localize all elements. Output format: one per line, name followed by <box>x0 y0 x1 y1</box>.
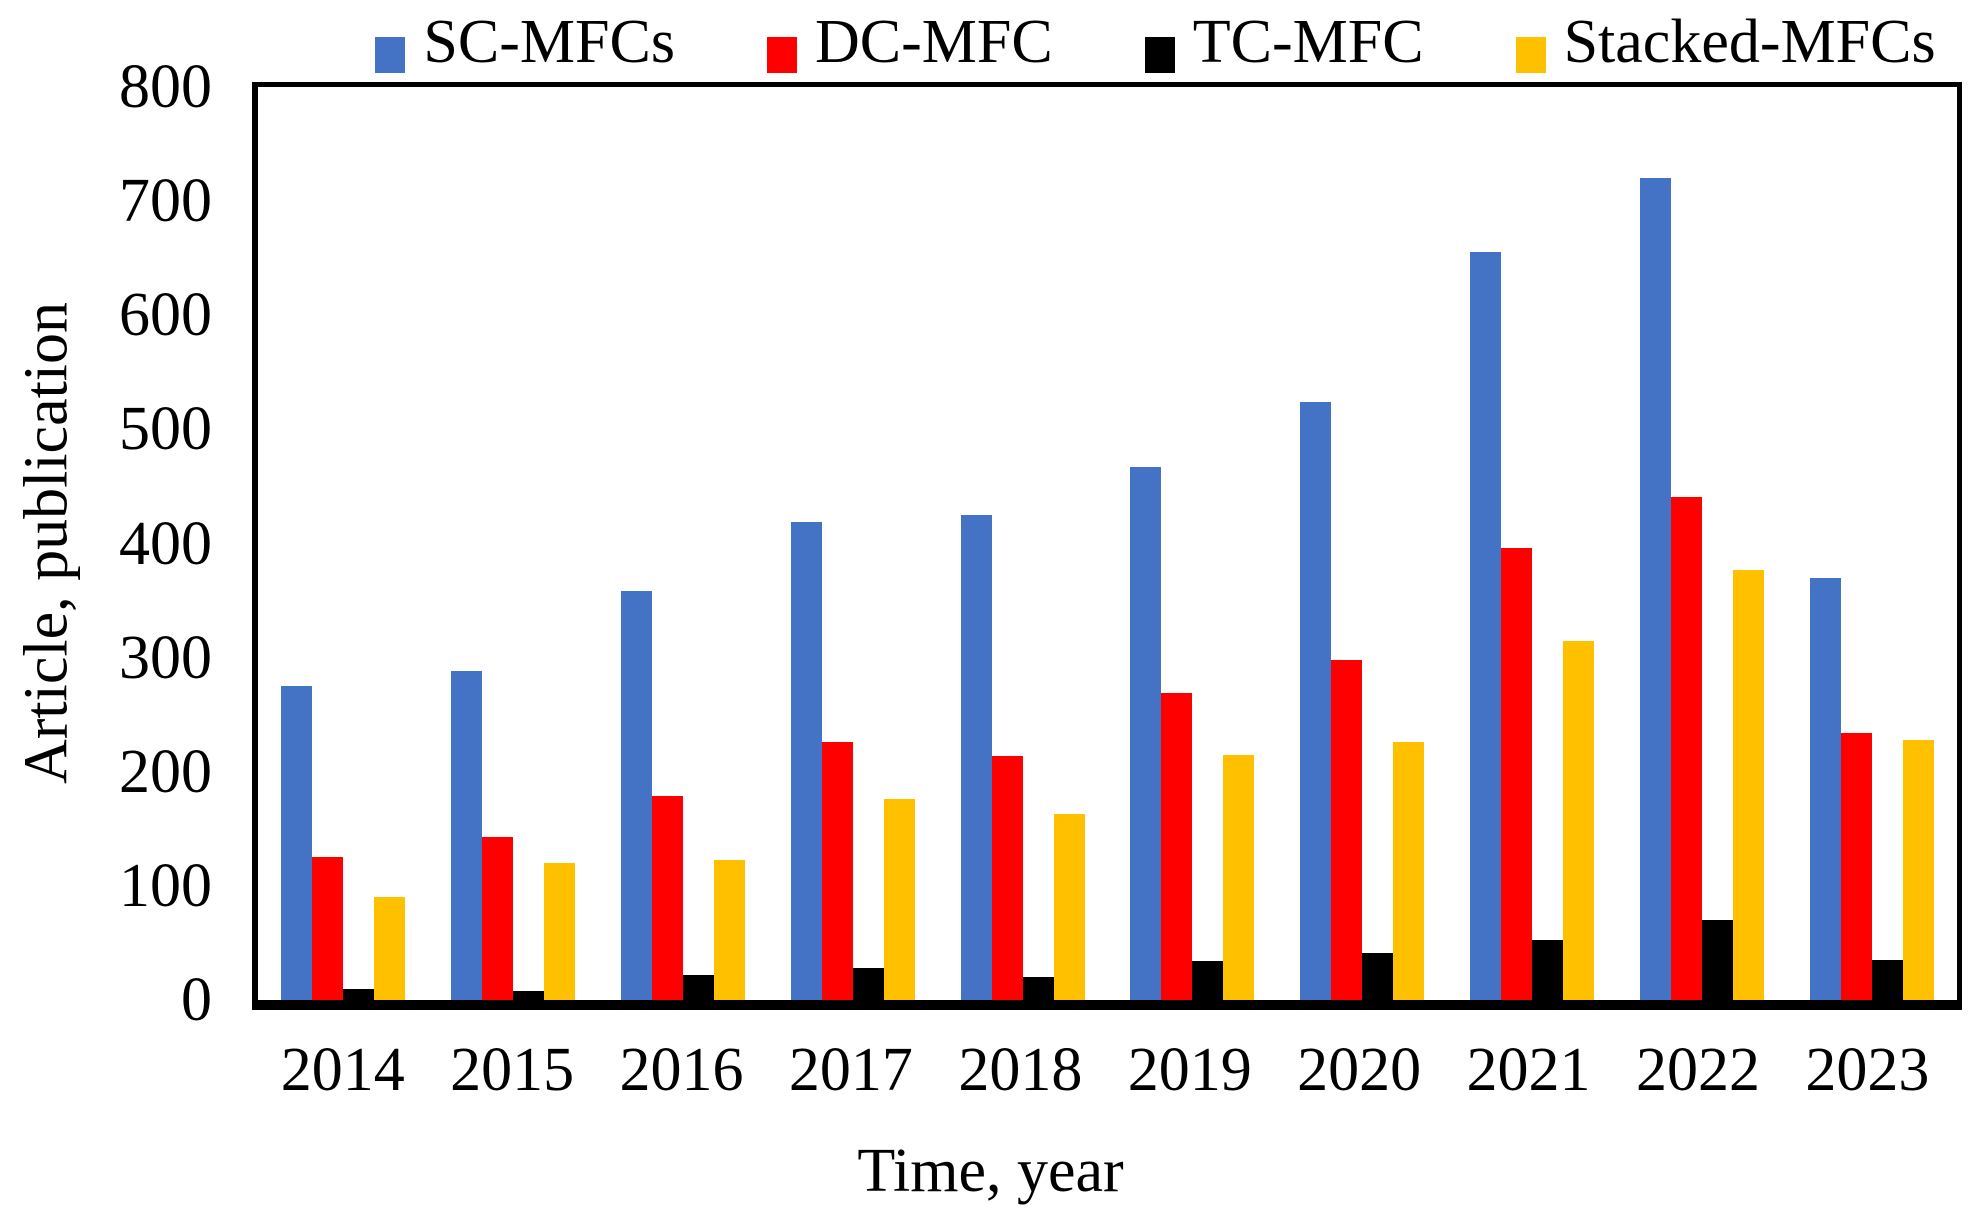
bar-group-2022 <box>1617 87 1787 1000</box>
bar-group-2016 <box>598 87 768 1000</box>
bar-Stacked-MFCs-2016 <box>713 860 745 1000</box>
bar-group-2020 <box>1277 87 1447 1000</box>
y-axis-tick-labels: 0 100 200 300 400 500 600 700 800 <box>0 0 212 1223</box>
x-category-label: 2020 <box>1297 1036 1422 1104</box>
bar-Stacked-MFCs-2019 <box>1223 755 1255 1000</box>
x-axis-category-labels: 2014 2015 2016 2017 2018 2019 2020 2021 2022 2023 <box>258 1039 1952 1101</box>
bar-TC-MFC-2019 <box>1192 961 1224 1000</box>
legend-item: Stacked-MFCs <box>1515 6 1936 78</box>
bar-SC-MFCs-2015 <box>450 671 482 1000</box>
legend-swatch-icon <box>375 37 406 73</box>
y-tick-label: 200 <box>119 737 212 806</box>
bar-DC-MFC-2023 <box>1841 733 1873 1000</box>
bar-Stacked-MFCs-2015 <box>543 863 575 1000</box>
y-tick-label: 700 <box>119 167 212 236</box>
bar-DC-MFC-2020 <box>1331 660 1363 1000</box>
x-category-label: 2017 <box>788 1036 913 1104</box>
bar-Stacked-MFCs-2017 <box>883 799 915 1000</box>
bar-Stacked-MFCs-2021 <box>1563 641 1595 1000</box>
bar-TC-MFC-2014 <box>342 989 374 1000</box>
bar-DC-MFC-2022 <box>1671 497 1703 1000</box>
legend-label: Stacked-MFCs <box>1563 8 1936 76</box>
bar-Stacked-MFCs-2020 <box>1393 742 1425 1000</box>
bar-TC-MFC-2021 <box>1532 940 1564 1000</box>
bar-group-2018 <box>938 87 1108 1000</box>
x-category-label: 2015 <box>450 1036 575 1104</box>
bar-SC-MFCs-2014 <box>280 686 312 1000</box>
bar-DC-MFC-2018 <box>991 756 1023 1000</box>
x-category-label: 2019 <box>1127 1036 1252 1104</box>
bar-DC-MFC-2017 <box>821 742 853 1000</box>
bar-DC-MFC-2016 <box>651 796 683 1000</box>
bar-group-2019 <box>1108 87 1278 1000</box>
bar-TC-MFC-2018 <box>1022 977 1054 1000</box>
x-category-label: 2023 <box>1805 1036 1930 1104</box>
y-tick-label: 600 <box>119 281 212 350</box>
bar-TC-MFC-2017 <box>852 968 884 1000</box>
x-category-label: 2014 <box>280 1036 405 1104</box>
bar-Stacked-MFCs-2022 <box>1733 570 1765 1000</box>
bar-TC-MFC-2022 <box>1702 920 1734 1000</box>
legend-swatch-icon <box>766 37 797 73</box>
bar-group-2015 <box>428 87 598 1000</box>
bar-group-2014 <box>258 87 428 1000</box>
x-category-label: 2022 <box>1635 1036 1760 1104</box>
legend: SC-MFCs DC-MFC TC-MFC Stacked-MFCs <box>165 2 1981 78</box>
bar-SC-MFCs-2023 <box>1810 578 1842 1000</box>
y-tick-label: 0 <box>181 966 212 1034</box>
bar-DC-MFC-2019 <box>1161 693 1193 1000</box>
bar-SC-MFCs-2018 <box>960 515 992 1000</box>
x-category-label: 2021 <box>1466 1036 1591 1104</box>
bar-Stacked-MFCs-2018 <box>1053 814 1085 1000</box>
bar-Stacked-MFCs-2014 <box>373 897 405 1000</box>
y-tick-label: 800 <box>119 53 212 121</box>
bar-SC-MFCs-2021 <box>1470 252 1502 1000</box>
legend-item: DC-MFC <box>766 6 1053 78</box>
x-axis-title: Time, year <box>857 1137 1124 1205</box>
bar-groups <box>258 87 1957 1000</box>
bar-DC-MFC-2015 <box>481 837 513 1000</box>
bar-SC-MFCs-2022 <box>1640 178 1672 1000</box>
legend-swatch-icon <box>1144 37 1175 73</box>
bar-SC-MFCs-2016 <box>620 591 652 1000</box>
bar-group-2017 <box>768 87 938 1000</box>
bar-SC-MFCs-2017 <box>790 522 822 1000</box>
legend-label: SC-MFCs <box>423 8 675 76</box>
bar-group-2023 <box>1787 87 1957 1000</box>
y-tick-label: 400 <box>119 509 212 578</box>
legend-label: TC-MFC <box>1192 8 1424 76</box>
x-category-label: 2018 <box>958 1036 1083 1104</box>
bar-SC-MFCs-2019 <box>1130 467 1162 1000</box>
legend-swatch-icon <box>1515 37 1546 73</box>
y-tick-label: 300 <box>119 623 212 692</box>
legend-item: TC-MFC <box>1144 6 1424 78</box>
plot-area <box>252 82 1962 1010</box>
y-tick-label: 100 <box>119 851 212 920</box>
bar-DC-MFC-2014 <box>311 857 343 1000</box>
bar-DC-MFC-2021 <box>1501 548 1533 1000</box>
bar-TC-MFC-2016 <box>682 975 714 1000</box>
x-category-label: 2016 <box>619 1036 744 1104</box>
bar-Stacked-MFCs-2023 <box>1903 740 1935 1000</box>
legend-item: SC-MFCs <box>375 6 675 78</box>
bar-group-2021 <box>1447 87 1617 1000</box>
y-tick-label: 500 <box>119 395 212 464</box>
legend-label: DC-MFC <box>814 8 1053 76</box>
bar-TC-MFC-2020 <box>1362 953 1394 1000</box>
bar-SC-MFCs-2020 <box>1300 402 1332 1000</box>
bar-TC-MFC-2023 <box>1872 960 1904 1000</box>
bar-TC-MFC-2015 <box>512 991 544 1000</box>
